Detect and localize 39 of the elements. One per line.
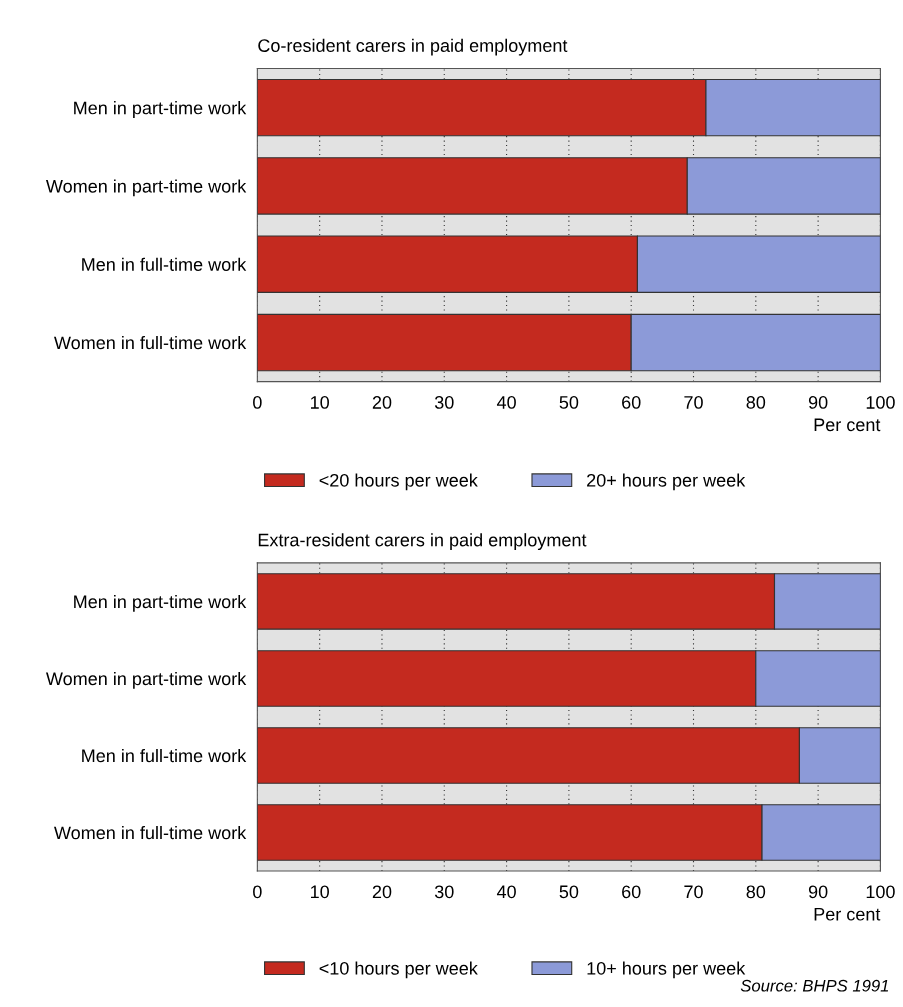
y-tick-label: Men in part-time work	[74, 101, 247, 118]
x-tick-label: 50	[559, 396, 579, 409]
y-tick-label: Men in full-time work	[82, 257, 247, 271]
legend-label: <20 hours per week	[319, 473, 478, 491]
x-tick-label: 60	[622, 885, 641, 899]
x-tick-label: 30	[434, 885, 454, 899]
x-axis-title: Per cent	[814, 907, 881, 921]
x-tick-label: 90	[808, 396, 828, 409]
x-tick-label: 70	[684, 396, 703, 409]
x-tick-label: 80	[746, 396, 766, 409]
legend-label: 20+ hours per week	[587, 473, 746, 491]
x-tick-label: 60	[622, 396, 641, 409]
legend-label: <10 hours per week	[319, 961, 478, 979]
x-tick-label: 100	[866, 396, 895, 409]
x-tick-label: 20	[372, 396, 392, 409]
x-tick-label: 0	[253, 885, 262, 899]
x-tick-label: 40	[496, 396, 516, 409]
x-tick-label: 100	[866, 885, 895, 899]
y-tick-label: Men in part-time work	[74, 594, 247, 612]
x-tick-label: 50	[559, 885, 579, 899]
x-axis-title: Per cent	[814, 418, 881, 432]
chart-title: Extra-resident carers in paid employment	[258, 533, 587, 550]
x-tick-label: 30	[434, 396, 454, 409]
chart-title: Co-resident carers in paid employment	[258, 38, 568, 56]
x-tick-label: 80	[746, 885, 766, 899]
y-tick-label: Women in part-time work	[45, 671, 247, 689]
legend-label: 10+ hours per week	[587, 961, 746, 979]
x-tick-label: 10	[311, 396, 329, 409]
y-tick-label: Women in full-time work	[54, 825, 247, 840]
x-tick-label: 20	[372, 885, 392, 899]
x-tick-label: 0	[253, 396, 262, 409]
y-tick-label: Women in full-time work	[54, 335, 247, 350]
source-note: Source: BHPS 1991	[740, 979, 889, 992]
x-tick-label: 70	[684, 885, 703, 899]
x-tick-label: 90	[808, 885, 828, 899]
x-tick-label: 40	[496, 885, 516, 899]
y-tick-label: Men in full-time work	[82, 748, 247, 763]
x-tick-label: 10	[311, 885, 329, 899]
y-tick-label: Women in part-time work	[45, 179, 247, 197]
